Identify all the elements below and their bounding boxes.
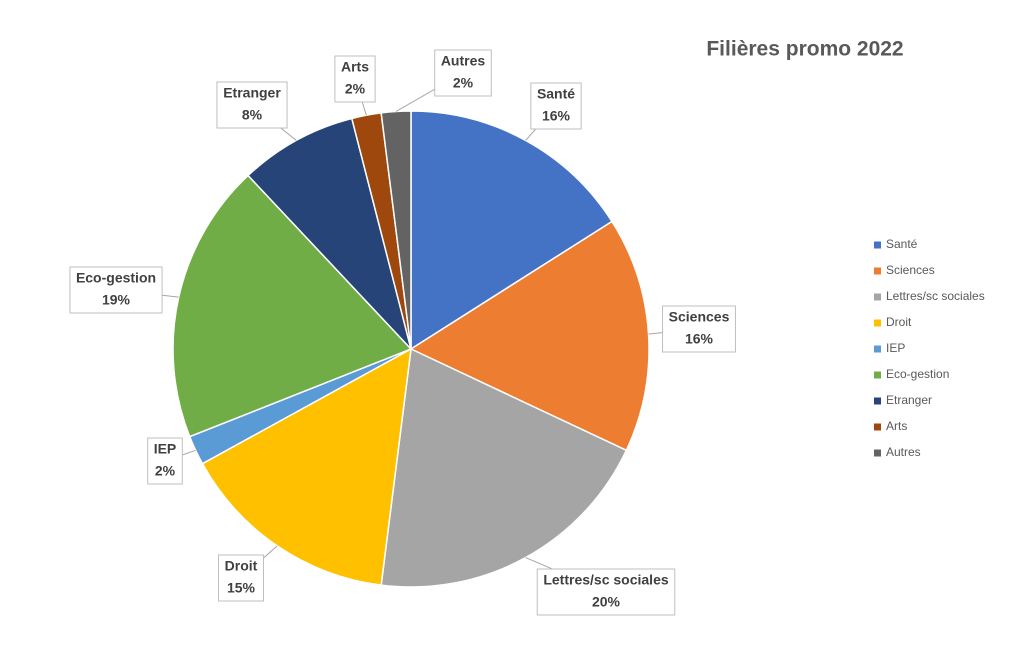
label-category: Lettres/sc sociales <box>543 572 669 588</box>
label-box <box>334 55 376 103</box>
pie-slice <box>201 347 412 586</box>
legend-marker <box>874 371 881 379</box>
legend-label: Santé <box>886 237 918 251</box>
data-label: Etranger 8% <box>216 81 288 129</box>
data-label: Droit 15% <box>218 554 264 602</box>
legend-marker <box>874 423 881 431</box>
data-label: Autres 2% <box>434 49 492 97</box>
pie-slice <box>409 220 650 452</box>
label-category: Santé <box>537 86 575 102</box>
label-category: Autres <box>441 53 486 69</box>
legend-label: Arts <box>886 419 907 433</box>
pie-slice <box>410 110 613 351</box>
label-category: Droit <box>225 558 258 574</box>
label-value: 15% <box>227 580 256 596</box>
legend-marker <box>874 397 881 405</box>
data-label: Eco-gestion 19% <box>69 266 163 314</box>
chart-title: Filières promo 2022 <box>706 38 903 61</box>
legend-marker <box>874 345 881 353</box>
label-value: 20% <box>592 594 621 610</box>
legend-marker <box>874 319 881 327</box>
label-category: Arts <box>341 59 369 75</box>
label-box <box>69 266 163 314</box>
legend-label: Autres <box>886 445 921 459</box>
label-value: 2% <box>345 81 366 97</box>
label-box <box>530 82 582 130</box>
label-category: IEP <box>154 441 177 457</box>
label-category: Eco-gestion <box>76 270 156 286</box>
legend-marker <box>874 293 881 301</box>
label-box <box>536 568 676 616</box>
legend-marker <box>874 241 881 249</box>
legend-marker <box>874 267 881 275</box>
data-label: Arts 2% <box>334 55 376 103</box>
label-box <box>662 305 736 353</box>
legend-label: Eco-gestion <box>886 367 949 381</box>
slices <box>172 110 650 588</box>
label-box <box>216 81 288 129</box>
label-value: 2% <box>453 75 474 91</box>
legend-marker <box>874 449 881 457</box>
label-value: 2% <box>155 463 176 479</box>
label-value: 8% <box>242 107 263 123</box>
label-box <box>147 437 183 485</box>
label-box <box>218 554 264 602</box>
legend-label: Droit <box>886 315 912 329</box>
label-value: 19% <box>102 292 131 308</box>
data-label: Santé 16% <box>530 82 582 130</box>
data-label: Lettres/sc sociales 20% <box>536 568 676 616</box>
label-category: Sciences <box>669 309 730 325</box>
legend-label: IEP <box>886 341 905 355</box>
label-value: 16% <box>685 331 714 347</box>
pie-slice <box>172 174 413 438</box>
label-box <box>434 49 492 97</box>
legend-label: Etranger <box>886 393 932 407</box>
data-label: IEP 2% <box>147 437 183 485</box>
legend-label: Sciences <box>886 263 935 277</box>
label-value: 16% <box>542 108 571 124</box>
data-label: Sciences 16% <box>662 305 736 353</box>
legend-label: Lettres/sc sociales <box>886 289 985 303</box>
label-category: Etranger <box>223 85 281 101</box>
